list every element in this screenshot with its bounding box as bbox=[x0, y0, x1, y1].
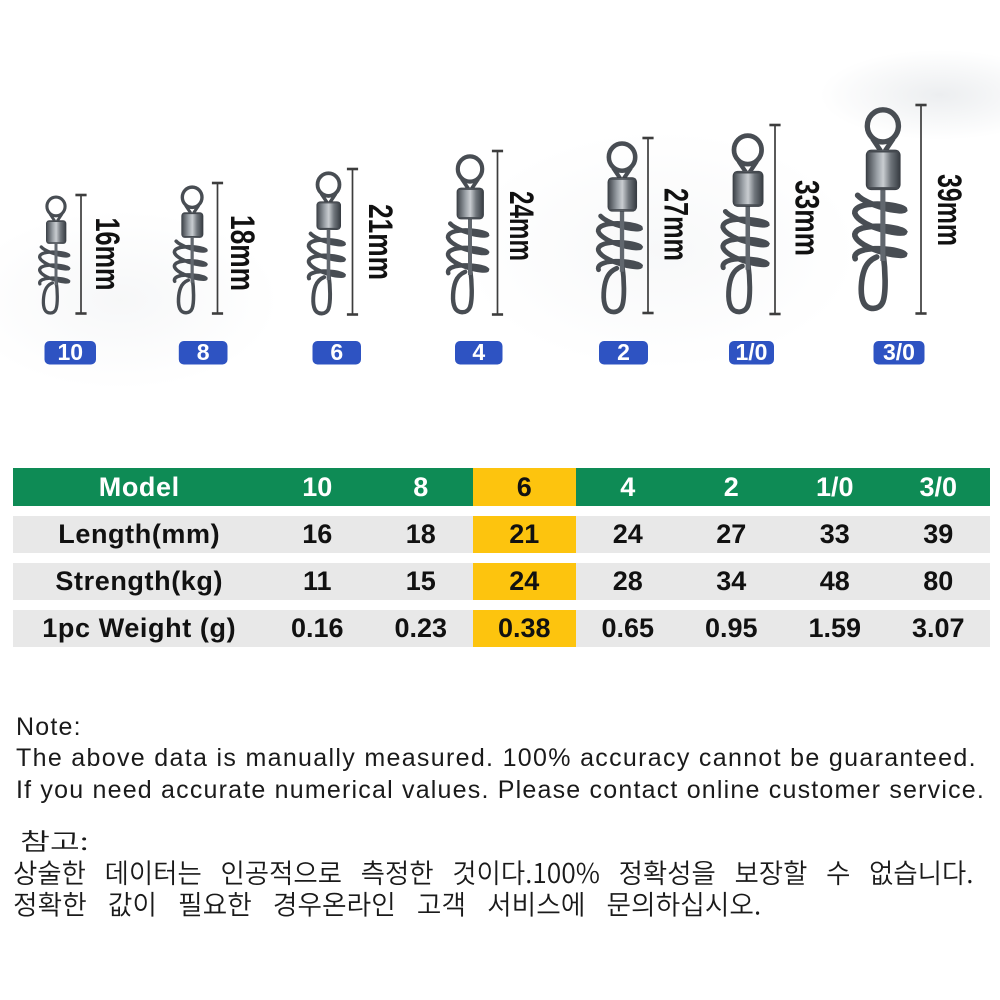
svg-text:6: 6 bbox=[330, 339, 343, 365]
svg-text:2: 2 bbox=[617, 339, 630, 365]
svg-text:33mm: 33mm bbox=[788, 180, 826, 256]
svg-text:24mm: 24mm bbox=[502, 191, 540, 261]
svg-text:21mm: 21mm bbox=[361, 204, 399, 280]
svg-text:3/0: 3/0 bbox=[883, 339, 915, 365]
svg-text:39mm: 39mm bbox=[930, 174, 968, 246]
svg-text:1/0: 1/0 bbox=[736, 339, 768, 365]
svg-text:10: 10 bbox=[57, 339, 83, 365]
svg-text:4: 4 bbox=[472, 339, 485, 365]
svg-text:18mm: 18mm bbox=[223, 215, 261, 291]
svg-text:27mm: 27mm bbox=[657, 188, 695, 261]
svg-text:16mm: 16mm bbox=[88, 218, 126, 291]
svg-text:8: 8 bbox=[197, 339, 210, 365]
